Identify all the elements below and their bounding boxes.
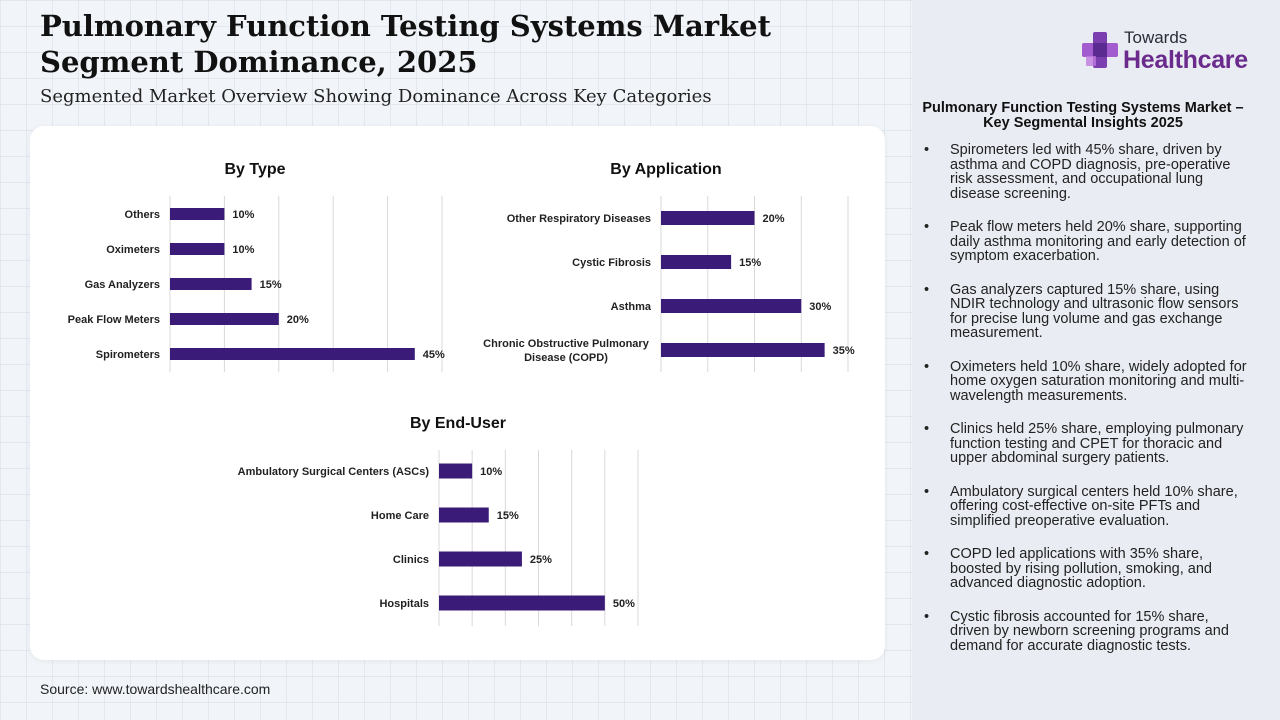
category-label: Chronic Obstructive Pulmonary Disease (CO… <box>483 338 650 364</box>
bar <box>439 551 522 567</box>
category-label: Other Respiratory Diseases <box>507 213 651 225</box>
bullet-icon: • <box>924 142 930 158</box>
bar <box>170 243 225 255</box>
insight-item: • Clinics held 25% share, employing pulmo… <box>922 422 1252 466</box>
chart-title: By Type <box>224 161 285 178</box>
brand-logo: Towards Healthcare <box>1080 28 1255 78</box>
data-label: 10% <box>480 466 502 478</box>
bullet-icon: • <box>924 219 930 235</box>
sidebar-title: Pulmonary Function Testing Systems Marke… <box>922 100 1244 131</box>
insights-sidebar <box>912 0 1280 720</box>
insight-item: • Gas analyzers captured 15% share, using… <box>922 281 1252 341</box>
category-label: Ambulatory Surgical Centers (ASCs) <box>238 466 430 478</box>
data-label: 20% <box>763 213 785 225</box>
insight-item: • Ambulatory surgical centers held 10% sh… <box>922 483 1252 529</box>
category-label: Gas Analyzers <box>85 279 160 291</box>
insight-text: Clinics held 25% share, employing pulmon… <box>950 421 1244 466</box>
bar <box>439 595 605 611</box>
category-label: Clinics <box>393 554 429 566</box>
cross-logo-icon <box>1082 32 1118 68</box>
insight-item: • COPD led applications with 35% share, b… <box>922 547 1252 591</box>
bar <box>170 208 225 220</box>
insight-text: Gas analyzers captured 15% share, using … <box>950 281 1239 341</box>
bar <box>661 255 732 269</box>
bar <box>661 211 755 225</box>
insight-item: • Peak flow meters held 20% share, suppor… <box>922 220 1252 264</box>
bullet-icon: • <box>924 608 930 625</box>
category-label: Hospitals <box>379 598 429 610</box>
chart-title: By Application <box>610 161 721 178</box>
insight-item: • Spirometers led with 45% share, driven … <box>922 143 1252 201</box>
bar <box>170 278 252 290</box>
insight-item: • Cystic fibrosis accounted for 15% share… <box>922 608 1252 654</box>
insights-list: • Spirometers led with 45% share, driven … <box>922 143 1252 672</box>
data-label: 10% <box>232 209 254 221</box>
bullet-icon: • <box>924 281 930 298</box>
bar <box>661 299 802 313</box>
data-label: 45% <box>423 349 445 361</box>
logo-text-top: Towards <box>1124 28 1188 47</box>
page-title: Pulmonary Function Testing Systems Marke… <box>40 9 771 79</box>
data-label: 25% <box>530 554 552 566</box>
data-label: 20% <box>287 314 309 326</box>
data-label: 15% <box>739 257 761 269</box>
bar <box>170 348 415 360</box>
data-label: 35% <box>833 345 855 357</box>
bar <box>439 507 489 523</box>
bullet-icon: • <box>924 421 930 437</box>
category-label: Cystic Fibrosis <box>572 257 651 269</box>
category-label: Others <box>125 209 160 221</box>
data-label: 50% <box>613 598 635 610</box>
insight-item: • Oximeters held 10% share, widely adopte… <box>922 358 1252 404</box>
category-label: Oximeters <box>106 244 160 256</box>
insight-text: COPD led applications with 35% share, bo… <box>950 546 1212 591</box>
insight-text: Cystic fibrosis accounted for 15% share,… <box>950 608 1229 654</box>
data-label: 30% <box>809 301 831 313</box>
category-label: Spirometers <box>96 349 160 361</box>
bar <box>439 463 473 479</box>
insight-text: Peak flow meters held 20% share, support… <box>950 219 1246 264</box>
category-label: Home Care <box>371 510 429 522</box>
data-label: 15% <box>260 279 282 291</box>
insight-text: Oximeters held 10% share, widely adopted… <box>950 358 1247 404</box>
data-label: 10% <box>232 244 254 256</box>
chart-card: By Type Others 10% Oximeters 10% Gas Analyzer… <box>30 126 885 660</box>
insight-text: Ambulatory surgical centers held 10% sha… <box>950 483 1238 529</box>
bullet-icon: • <box>924 358 930 375</box>
bullet-icon: • <box>924 483 930 500</box>
bullet-icon: • <box>924 546 930 562</box>
source-note: Source: www.towardshealthcare.com <box>40 681 271 697</box>
category-label: Asthma <box>611 301 652 313</box>
data-label: 15% <box>497 510 519 522</box>
logo-text-main: Healthcare <box>1123 46 1248 74</box>
bar <box>170 313 279 325</box>
chart-title: By End-User <box>410 415 506 432</box>
charts-svg: By Type Others 10% Oximeters 10% Gas Analyzer… <box>68 161 855 626</box>
page-subtitle: Segmented Market Overview Showing Domina… <box>40 86 712 107</box>
category-label: Peak Flow Meters <box>68 314 160 326</box>
insight-text: Spirometers led with 45% share, driven b… <box>950 142 1231 202</box>
bar <box>661 343 825 357</box>
